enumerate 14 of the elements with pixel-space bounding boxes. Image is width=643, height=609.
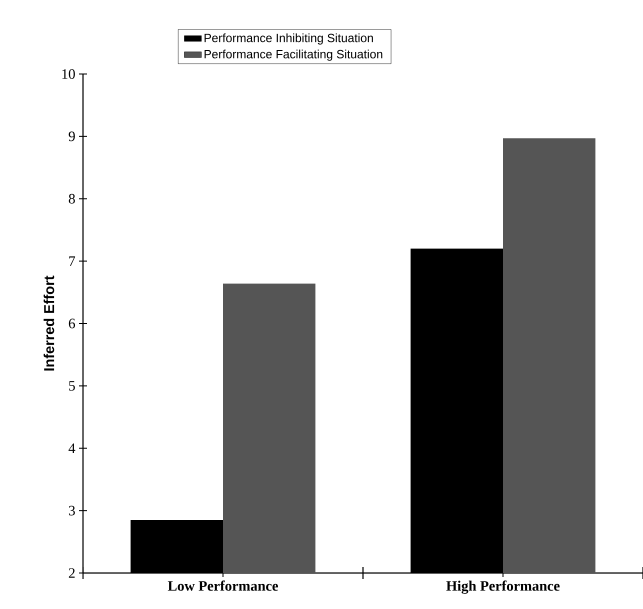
legend-label: Performance Facilitating Situation	[204, 50, 382, 61]
y-tick-label: 8	[68, 194, 75, 204]
x-tick-label: High Performance	[446, 580, 560, 594]
x-tick-label: Low Performance	[168, 580, 278, 591]
y-tick-label: 5	[69, 381, 75, 391]
y-tick-label: 3	[68, 506, 75, 516]
y-tick-label: 2	[68, 568, 75, 578]
y-tick-label: 10	[62, 69, 75, 79]
y-axis-title: Inferred Effort	[44, 276, 54, 371]
y-tick-label: 6	[68, 318, 76, 328]
y-tick-label: 9	[68, 132, 75, 142]
legend-label: Performance Inhibiting Situation	[204, 33, 373, 45]
y-tick-label: 7	[69, 256, 76, 266]
y-tick-label: 4	[68, 444, 76, 453]
